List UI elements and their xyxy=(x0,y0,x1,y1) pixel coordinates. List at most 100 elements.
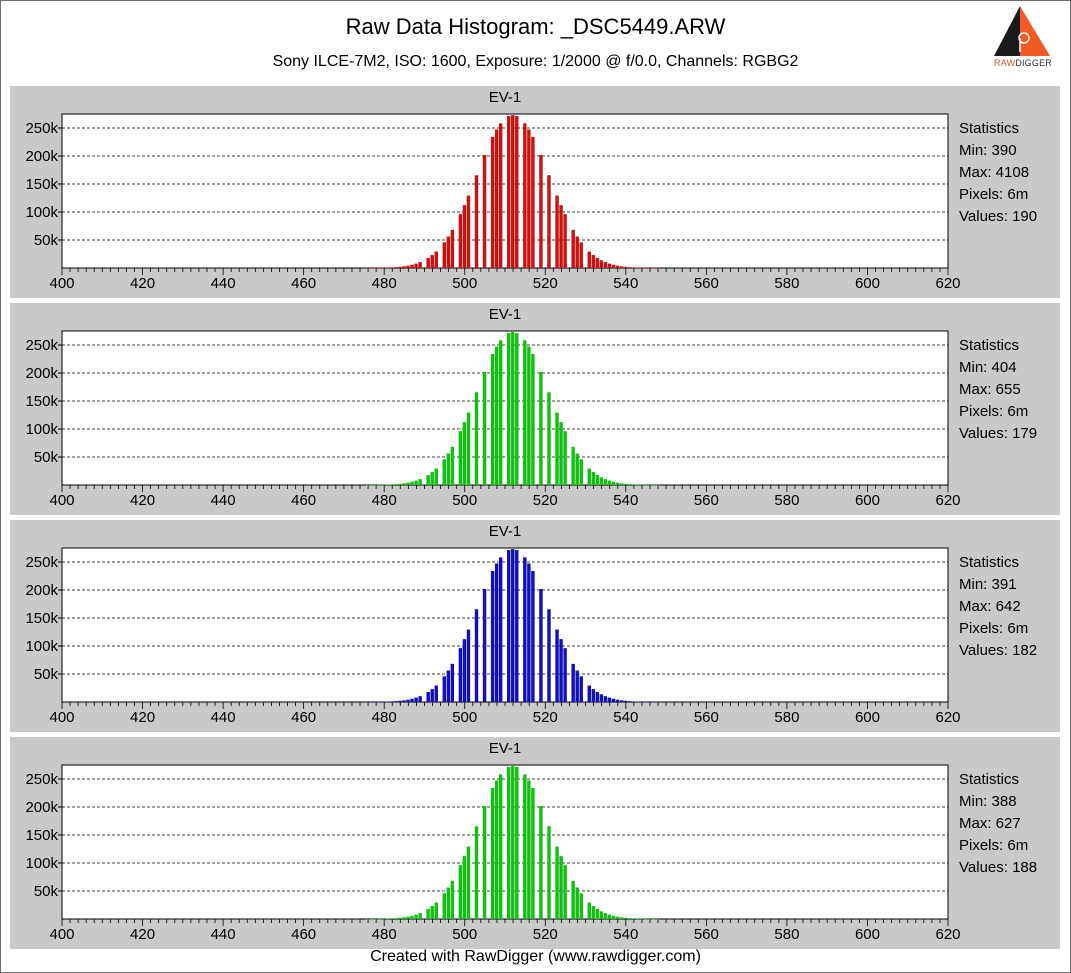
histogram-bar xyxy=(603,696,608,702)
y-tick-label: 150k xyxy=(25,610,58,627)
histogram-bar xyxy=(490,353,495,485)
histogram-bar xyxy=(631,701,636,702)
histogram-bar xyxy=(635,701,640,703)
x-tick-label: 600 xyxy=(855,926,880,943)
x-tick-label: 580 xyxy=(774,492,799,509)
histogram-bar xyxy=(406,916,410,919)
histogram-bar xyxy=(571,229,575,268)
stats-title: Statistics xyxy=(959,337,1020,354)
histogram-bar xyxy=(450,880,455,919)
histogram-bar xyxy=(643,267,648,269)
stats-values: Values: 190 xyxy=(959,208,1038,225)
x-tick-label: 480 xyxy=(372,926,397,943)
x-tick-label: 600 xyxy=(855,275,880,292)
x-tick-label: 460 xyxy=(291,926,316,943)
x-tick-label: 620 xyxy=(935,709,960,726)
x-tick-label: 440 xyxy=(211,926,236,943)
histogram-bar xyxy=(390,484,394,485)
y-tick-label: 100k xyxy=(25,638,58,655)
statistics-box-3: Statistics Min: 391 Max: 642 Pixels: 6m … xyxy=(959,552,1037,662)
histogram-bar xyxy=(547,175,551,268)
histogram-bar xyxy=(442,676,447,702)
histogram-bar xyxy=(527,780,531,919)
histogram-bar xyxy=(378,267,382,269)
histogram-bar xyxy=(382,267,386,269)
y-tick-label: 100k xyxy=(25,204,58,221)
histogram-bar xyxy=(559,639,563,702)
histogram-bar xyxy=(611,481,616,485)
histogram-bar xyxy=(515,550,519,702)
histogram-bar xyxy=(639,267,644,269)
histogram-panel-3: EV-1 50k 100k 150k 200k 250k 400 420 440 460 480 50… xyxy=(10,520,1060,732)
page-subtitle: Sony ILCE-7M2, ISO: 1600, Exposure: 1/20… xyxy=(272,53,799,70)
histogram-bar xyxy=(498,557,503,702)
histogram-bar xyxy=(639,918,644,920)
histogram-bar xyxy=(555,412,559,485)
page-title: Raw Data Histogram: _DSC5449.ARW xyxy=(345,14,726,39)
histogram-bar xyxy=(386,267,390,269)
y-tick-label: 150k xyxy=(25,827,58,844)
histogram-bar xyxy=(631,484,636,485)
histogram-bar xyxy=(414,263,418,268)
histogram-bar xyxy=(631,918,636,919)
histogram-bar xyxy=(446,887,451,919)
histogram-bar xyxy=(434,251,438,268)
histogram-bar xyxy=(579,459,583,485)
histogram-bar xyxy=(611,264,616,268)
histogram-bar xyxy=(474,826,479,919)
histogram-bar xyxy=(410,915,414,919)
x-tick-label: 620 xyxy=(935,275,960,292)
histogram-bar xyxy=(511,549,515,702)
histogram-bar xyxy=(619,266,624,268)
histogram-bar xyxy=(394,918,398,919)
histogram-bar xyxy=(498,774,503,919)
x-tick-label: 420 xyxy=(130,709,155,726)
histogram-bar xyxy=(386,484,390,486)
histogram-bar xyxy=(563,865,567,919)
x-tick-label: 460 xyxy=(291,492,316,509)
histogram-bar xyxy=(635,918,640,920)
histogram-bar xyxy=(390,267,394,268)
histogram-bar xyxy=(490,570,495,702)
histogram-bar xyxy=(595,691,600,702)
histogram-bar xyxy=(426,908,430,919)
histogram-bar xyxy=(446,670,451,702)
x-tick-label: 440 xyxy=(211,492,236,509)
y-tick-label: 200k xyxy=(25,365,58,382)
y-tick-label: 250k xyxy=(25,120,58,137)
histogram-bar xyxy=(414,480,418,485)
y-tick-label: 250k xyxy=(25,337,58,354)
x-tick-label: 480 xyxy=(372,709,397,726)
histogram-bar xyxy=(579,242,583,268)
histogram-bar xyxy=(490,136,495,268)
histogram-bar xyxy=(394,267,398,268)
histogram-bar xyxy=(547,826,551,919)
histogram-bar xyxy=(531,136,535,268)
histogram-bar xyxy=(378,918,382,920)
x-tick-label: 580 xyxy=(774,275,799,292)
x-tick-label: 500 xyxy=(452,709,477,726)
histogram-bar xyxy=(627,701,632,702)
histogram-bar xyxy=(482,806,487,919)
histogram-bar xyxy=(482,155,487,268)
histogram-bar xyxy=(555,195,559,268)
histogram-bar xyxy=(482,372,487,485)
x-tick-label: 520 xyxy=(533,492,558,509)
x-tick-label: 460 xyxy=(291,709,316,726)
stats-min: Min: 388 xyxy=(959,793,1017,810)
histogram-bar xyxy=(651,918,656,920)
histogram-bar xyxy=(406,699,410,702)
y-tick-label: 150k xyxy=(25,393,58,410)
histogram-bar xyxy=(595,257,600,268)
statistics-box-2: Statistics Min: 404 Max: 655 Pixels: 6m … xyxy=(959,335,1037,445)
histogram-bar xyxy=(555,846,559,919)
x-tick-label: 420 xyxy=(130,492,155,509)
histogram-bar xyxy=(523,557,527,702)
histogram-bar xyxy=(575,453,579,485)
histogram-bar xyxy=(414,914,418,919)
histogram-bar xyxy=(507,550,511,702)
histogram-bar xyxy=(462,856,467,919)
histogram-chart-4: EV-1 50k 100k 150k 200k 250k 400 420 440 460 480 50… xyxy=(25,740,960,943)
histogram-bar xyxy=(462,205,467,268)
histogram-bar xyxy=(402,266,406,268)
